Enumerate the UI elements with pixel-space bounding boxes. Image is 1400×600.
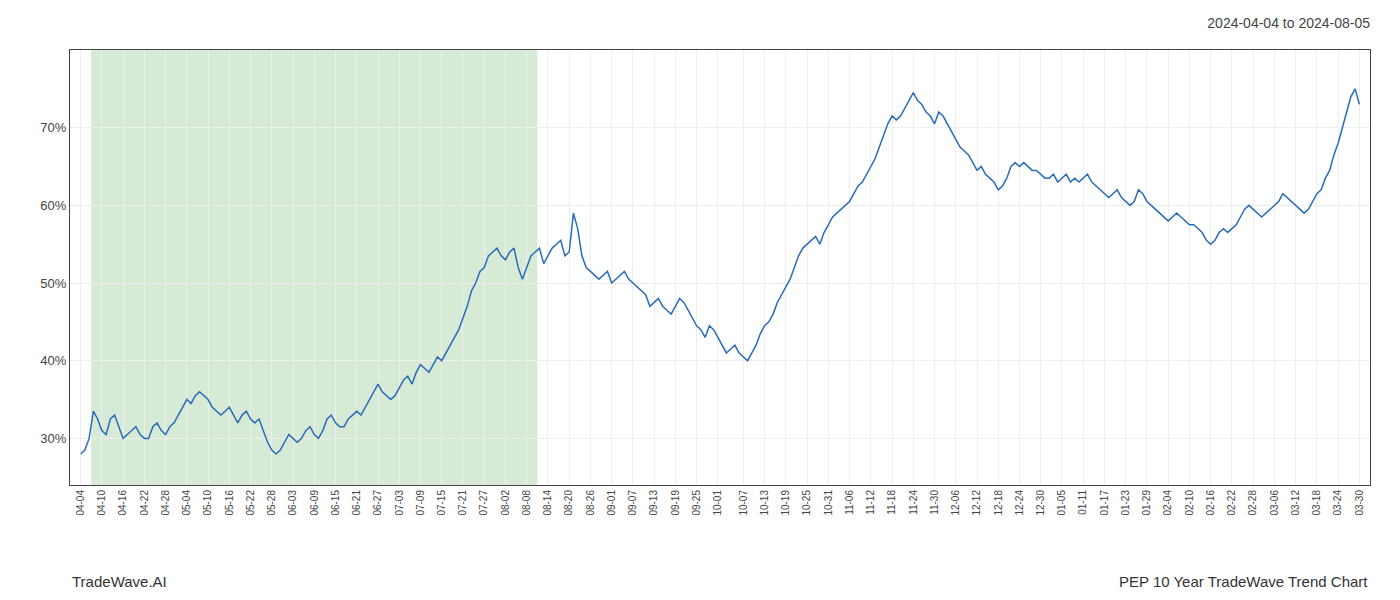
svg-text:05-28: 05-28 bbox=[266, 490, 277, 516]
svg-text:02-10: 02-10 bbox=[1184, 490, 1195, 516]
svg-text:07-21: 07-21 bbox=[457, 490, 468, 516]
svg-text:08-08: 08-08 bbox=[521, 490, 532, 516]
svg-text:70%: 70% bbox=[40, 120, 66, 135]
svg-text:04-28: 04-28 bbox=[160, 490, 171, 516]
svg-text:03-12: 03-12 bbox=[1290, 490, 1301, 516]
svg-text:12-30: 12-30 bbox=[1035, 490, 1046, 516]
svg-text:11-06: 11-06 bbox=[844, 490, 855, 515]
svg-text:07-09: 07-09 bbox=[415, 490, 426, 516]
svg-text:01-29: 01-29 bbox=[1141, 490, 1152, 516]
svg-text:05-16: 05-16 bbox=[224, 490, 235, 516]
svg-text:12-24: 12-24 bbox=[1014, 490, 1025, 516]
svg-text:03-24: 03-24 bbox=[1332, 490, 1343, 516]
svg-text:03-06: 03-06 bbox=[1269, 490, 1280, 516]
svg-text:09-13: 09-13 bbox=[648, 490, 659, 516]
svg-text:02-04: 02-04 bbox=[1162, 490, 1173, 516]
svg-text:11-30: 11-30 bbox=[929, 490, 940, 515]
svg-text:03-18: 03-18 bbox=[1311, 490, 1322, 516]
svg-text:09-01: 09-01 bbox=[606, 490, 617, 516]
svg-text:02-28: 02-28 bbox=[1247, 490, 1258, 516]
svg-text:05-22: 05-22 bbox=[245, 490, 256, 516]
svg-text:10-07: 10-07 bbox=[738, 490, 749, 516]
svg-text:08-20: 08-20 bbox=[563, 490, 574, 516]
svg-text:06-15: 06-15 bbox=[330, 490, 341, 516]
svg-text:08-02: 08-02 bbox=[500, 490, 511, 516]
svg-text:10-31: 10-31 bbox=[823, 490, 834, 516]
svg-text:02-16: 02-16 bbox=[1205, 490, 1216, 516]
svg-text:12-18: 12-18 bbox=[993, 490, 1004, 516]
svg-text:09-19: 09-19 bbox=[670, 490, 681, 516]
svg-text:12-12: 12-12 bbox=[971, 490, 982, 516]
svg-text:30%: 30% bbox=[40, 431, 66, 446]
svg-text:04-10: 04-10 bbox=[96, 490, 107, 516]
svg-text:40%: 40% bbox=[40, 353, 66, 368]
svg-text:11-18: 11-18 bbox=[886, 490, 897, 515]
svg-text:05-04: 05-04 bbox=[181, 490, 192, 516]
svg-text:PEP 10 Year TradeWave Trend Ch: PEP 10 Year TradeWave Trend Chart bbox=[1119, 573, 1368, 590]
svg-text:06-27: 06-27 bbox=[372, 490, 383, 516]
svg-text:01-11: 01-11 bbox=[1077, 490, 1088, 515]
svg-text:04-04: 04-04 bbox=[75, 490, 86, 516]
svg-text:06-21: 06-21 bbox=[351, 490, 362, 516]
svg-text:03-30: 03-30 bbox=[1354, 490, 1365, 516]
svg-text:04-22: 04-22 bbox=[139, 490, 150, 516]
svg-text:60%: 60% bbox=[40, 198, 66, 213]
svg-text:02-22: 02-22 bbox=[1226, 490, 1237, 516]
svg-text:09-07: 09-07 bbox=[627, 490, 638, 516]
svg-text:05-10: 05-10 bbox=[202, 490, 213, 516]
svg-text:01-23: 01-23 bbox=[1120, 490, 1131, 516]
svg-text:08-14: 08-14 bbox=[542, 490, 553, 516]
svg-text:2024-04-04 to 2024-08-05: 2024-04-04 to 2024-08-05 bbox=[1207, 15, 1370, 31]
svg-text:11-24: 11-24 bbox=[908, 490, 919, 515]
svg-text:01-05: 01-05 bbox=[1056, 490, 1067, 516]
svg-text:04-16: 04-16 bbox=[117, 490, 128, 516]
svg-text:50%: 50% bbox=[40, 276, 66, 291]
svg-text:11-12: 11-12 bbox=[865, 490, 876, 515]
svg-text:01-17: 01-17 bbox=[1099, 490, 1110, 516]
svg-text:TradeWave.AI: TradeWave.AI bbox=[72, 573, 167, 590]
svg-text:09-25: 09-25 bbox=[691, 490, 702, 516]
svg-text:07-27: 07-27 bbox=[478, 490, 489, 516]
svg-text:06-03: 06-03 bbox=[287, 490, 298, 516]
svg-text:08-26: 08-26 bbox=[585, 490, 596, 516]
svg-text:10-01: 10-01 bbox=[712, 490, 723, 516]
svg-text:07-15: 07-15 bbox=[436, 490, 447, 516]
svg-text:06-09: 06-09 bbox=[309, 490, 320, 516]
svg-text:10-25: 10-25 bbox=[801, 490, 812, 516]
svg-text:10-19: 10-19 bbox=[780, 490, 791, 516]
svg-text:07-03: 07-03 bbox=[394, 490, 405, 516]
svg-text:10-13: 10-13 bbox=[759, 490, 770, 516]
svg-text:12-06: 12-06 bbox=[950, 490, 961, 516]
